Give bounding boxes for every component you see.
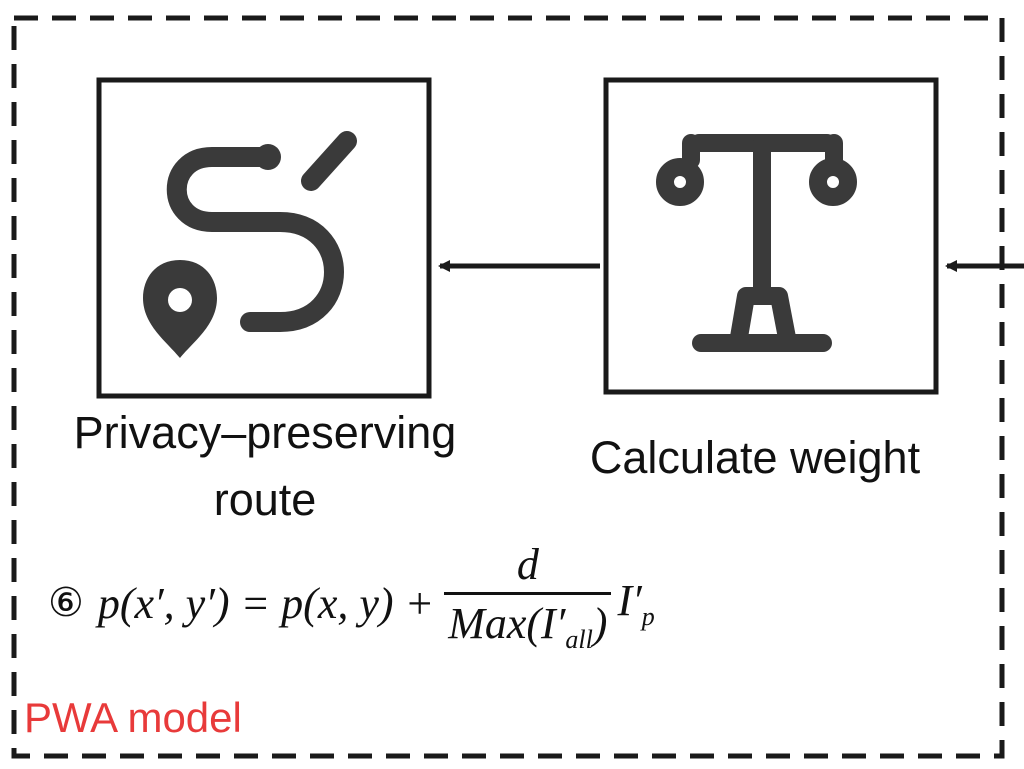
equation-denominator: Max(I′all): [444, 595, 611, 665]
balance-scale-icon: [656, 134, 857, 352]
equation-tail-main: I′: [617, 575, 642, 625]
route-map-pin-icon: [143, 131, 357, 358]
route-node-label-line2: route: [213, 474, 317, 525]
pwa-model-boundary: [11, 15, 1005, 759]
equation-fraction-bar: [444, 591, 612, 595]
route-node-label: Privacy–preserving: [73, 407, 457, 458]
equation-denominator-sub: all: [565, 624, 593, 654]
route-node-box: [96, 77, 432, 399]
equation-denominator-main: Max(I′: [448, 598, 566, 648]
equation-step-number: ⑥: [48, 580, 84, 626]
equation-denominator-end: ): [592, 598, 608, 648]
weight-node-label: Calculate weight: [589, 432, 921, 483]
equation-tail: I′p: [617, 575, 654, 632]
equation: ⑥ p(x′, y′) = p(x, y) + d Max(I′all) I′p: [48, 538, 655, 668]
equation-fraction: d Max(I′all): [444, 539, 612, 665]
equation-lhs: p(x′, y′) = p(x, y) +: [97, 578, 435, 628]
equation-tail-sub: p: [641, 601, 655, 631]
model-label: PWA model: [24, 694, 242, 741]
equation-numerator: d: [516, 539, 539, 589]
